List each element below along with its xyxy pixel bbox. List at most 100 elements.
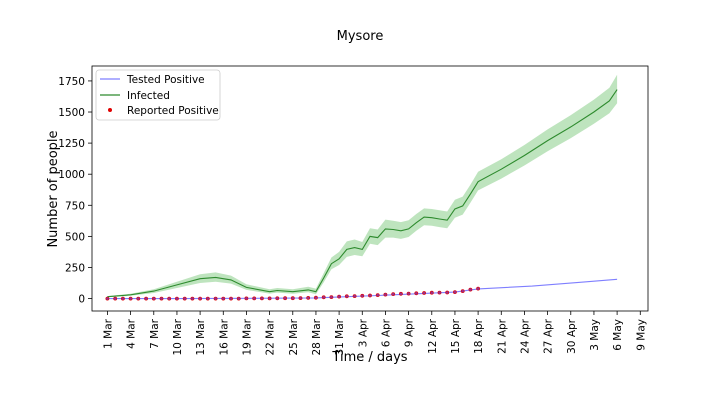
reported-positive-point-overlay <box>260 297 264 300</box>
reported-positive-point-overlay <box>476 287 480 290</box>
x-tick-label: 19 Mar <box>241 318 253 355</box>
reported-positive-point-overlay <box>144 297 148 300</box>
x-tick-label: 18 Apr <box>473 318 485 354</box>
reported-positive-point-overlay <box>237 297 240 300</box>
y-tick-label: 1250 <box>58 138 85 150</box>
infected-line <box>107 89 618 298</box>
reported-positive-point-overlay <box>268 297 271 300</box>
x-tick-label: 31 Mar <box>334 318 346 355</box>
series-lines <box>107 89 618 300</box>
reported-positive-point-overlay <box>245 297 248 300</box>
reported-positive-point-overlay <box>299 296 302 300</box>
reported-positive-point-overlay <box>175 297 179 300</box>
reported-positive-point-overlay <box>407 292 410 295</box>
reported-positive-point-overlay <box>445 291 449 294</box>
reported-positive-point-overlay <box>160 297 163 300</box>
infected-band <box>107 74 618 298</box>
legend-box <box>95 69 221 121</box>
legend-infected-label: Infected <box>127 90 170 102</box>
x-tick-label: 3 May <box>589 319 601 351</box>
series-points <box>105 286 480 301</box>
y-tick-label: 1000 <box>58 169 85 181</box>
x-axis-ticks: 1 Mar 4 Mar 7 Mar 10 Mar 13 Mar 16 Mar 19 Mar 2… <box>102 311 647 356</box>
x-tick-label: 6 May <box>612 319 624 351</box>
reported-positive-point-overlay <box>337 295 341 298</box>
reported-positive-point-overlay <box>152 297 156 300</box>
x-tick-label: 1 Mar <box>102 318 114 349</box>
reported-positive-point-overlay <box>137 297 140 300</box>
y-tick-label: 0 <box>78 294 85 306</box>
x-tick-label: 10 Mar <box>172 318 184 355</box>
reported-positive-point-overlay <box>229 297 233 300</box>
reported-positive-point-overlay <box>399 292 403 296</box>
reported-positive-point-overlay <box>129 297 132 300</box>
reported-positive-point-overlay <box>291 296 295 300</box>
y-tick-label: 750 <box>65 200 85 212</box>
reported-positive-point-overlay <box>469 288 472 291</box>
reported-positive-point-overlay <box>422 291 426 295</box>
x-tick-label: 16 Mar <box>218 318 230 355</box>
reported-positive-point-overlay <box>461 289 465 293</box>
x-tick-label: 30 Apr <box>566 318 578 354</box>
x-tick-label: 22 Mar <box>265 318 277 355</box>
reported-positive-point-overlay <box>345 295 349 298</box>
reported-positive-point-overlay <box>106 297 109 300</box>
reported-positive-point-overlay <box>330 295 333 299</box>
reported-positive-point-overlay <box>314 296 318 300</box>
legend-tested-positive-label: Tested Positive <box>126 74 205 86</box>
x-tick-label: 7 Mar <box>149 318 161 349</box>
chart-title: Mysore <box>337 29 384 44</box>
reported-positive-point-overlay <box>430 291 434 295</box>
x-tick-label: 28 Mar <box>311 318 323 355</box>
y-tick-label: 250 <box>65 262 85 274</box>
y-tick-label: 1500 <box>58 107 85 119</box>
reported-positive-point-overlay <box>453 290 457 294</box>
y-axis-label: Number of people <box>46 130 61 247</box>
y-tick-label: 500 <box>65 231 85 243</box>
x-tick-label: 9 Apr <box>404 318 416 347</box>
reported-positive-point-overlay <box>206 297 210 300</box>
reported-positive-point-overlay <box>121 297 125 300</box>
legend: Tested Positive Infected Reported Positi… <box>95 69 221 121</box>
reported-positive-point-overlay <box>191 297 194 300</box>
y-axis-ticks: 0 250 500 750 1000 1250 1500 1750 <box>58 76 92 306</box>
x-tick-label: 12 Apr <box>427 318 439 354</box>
reported-positive-point-overlay <box>306 296 310 300</box>
reported-positive-point-overlay <box>368 294 372 297</box>
tested-positive-line <box>107 278 618 300</box>
reported-positive-point-overlay <box>198 297 202 300</box>
reported-positive-point-overlay <box>283 296 287 300</box>
x-axis-label: Time / days <box>331 350 407 365</box>
reported-positive-point-overlay <box>376 293 380 297</box>
reported-positive-point-overlay <box>113 297 117 300</box>
x-tick-label: 13 Mar <box>195 318 207 355</box>
x-tick-label: 25 Mar <box>288 318 300 355</box>
reported-positive-point-overlay <box>167 297 171 300</box>
reported-positive-point-overlay <box>438 291 441 294</box>
x-tick-label: 9 May <box>635 319 647 351</box>
y-tick-label: 1750 <box>58 76 85 88</box>
reported-positive-point-overlay <box>183 297 186 300</box>
reported-positive-point-overlay <box>214 297 217 300</box>
x-tick-label: 15 Apr <box>450 318 462 354</box>
reported-positive-point-overlay <box>252 297 256 300</box>
legend-reported-positive-swatch <box>108 108 112 112</box>
reported-positive-point-overlay <box>353 294 356 298</box>
x-tick-label: 3 Apr <box>357 318 369 347</box>
reported-positive-point-overlay <box>384 293 387 296</box>
reported-positive-point-overlay <box>222 297 225 300</box>
legend-reported-positive-label: Reported Positive <box>127 105 219 117</box>
x-tick-label: 6 Apr <box>380 318 392 347</box>
reported-positive-point-overlay <box>276 297 279 300</box>
confidence-bands <box>107 74 618 298</box>
x-tick-label: 4 Mar <box>126 318 138 349</box>
x-tick-label: 24 Apr <box>519 318 531 354</box>
reported-positive-point-overlay <box>361 294 364 298</box>
reported-positive-point-overlay <box>415 292 418 295</box>
x-tick-label: 27 Apr <box>543 318 555 354</box>
reported-positive-point-overlay <box>322 296 326 299</box>
reported-positive-point-overlay <box>391 292 395 296</box>
x-tick-label: 21 Apr <box>496 318 508 354</box>
